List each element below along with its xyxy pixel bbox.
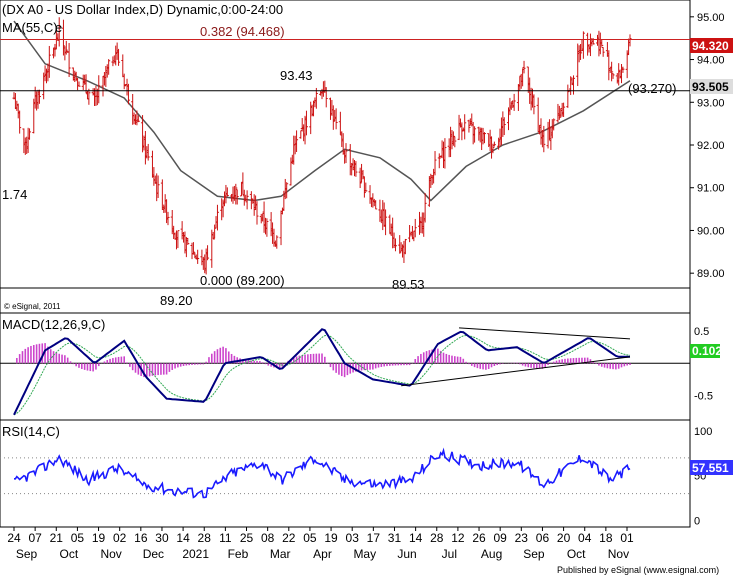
macd-y-tick-label: -0.5	[694, 390, 713, 402]
date-tick-label: 19	[92, 531, 106, 545]
month-label: Jun	[397, 547, 416, 561]
macd-layer	[0, 327, 690, 416]
last-price-value: 94.320	[692, 39, 729, 53]
macd-value-tag: 0.102	[690, 344, 722, 358]
ma-55-layer	[13, 20, 631, 202]
month-label: Oct	[60, 547, 79, 561]
date-tick-label: 14	[409, 531, 423, 545]
date-tick-label: 06	[536, 531, 550, 545]
price-y-tick-label: 93.00	[697, 97, 725, 109]
date-tick-label: 05	[71, 531, 85, 545]
price-y-tick-label: 90.00	[697, 225, 725, 237]
price-y-tick-label: 94.00	[697, 55, 725, 67]
ma-value: 93.505	[692, 80, 729, 94]
month-label: Jul	[442, 547, 457, 561]
macd-y-axis: 0.5 -0.5	[694, 326, 713, 402]
ma-value-tag: 93.505	[690, 79, 733, 94]
date-x-axis: 24 07 21 05 19 02 16 30 14 28 11 25 08 22 05 19 03 17 31 14…	[7, 527, 634, 561]
month-label: Sep	[16, 547, 38, 561]
date-tick-label: 04	[578, 531, 592, 545]
date-tick-label: 03	[346, 531, 360, 545]
date-tick-label: 26	[472, 531, 486, 545]
last-price-tag: 94.320	[690, 38, 733, 53]
rsi-layer	[0, 447, 690, 499]
low-label-1: 89.20	[160, 293, 193, 308]
ma-legend: MA(55,C)	[2, 20, 58, 35]
date-tick-label: 11	[219, 531, 232, 545]
month-label: 2021	[182, 547, 209, 561]
month-label: Apr	[313, 547, 332, 561]
rsi-value: 57.551	[692, 461, 729, 475]
date-tick-label: 22	[282, 531, 296, 545]
date-tick-label: 17	[367, 531, 381, 545]
date-tick-label: 12	[451, 531, 465, 545]
date-tick-label: 09	[493, 531, 507, 545]
month-label: Aug	[481, 547, 502, 561]
macd-lower-trendline	[401, 356, 631, 387]
macd-upper-trendline	[459, 327, 631, 340]
rsi-panel	[0, 419, 691, 528]
date-tick-label: 07	[28, 531, 42, 545]
rsi-title: RSI(14,C)	[2, 424, 60, 439]
chart-title: (DX A0 - US Dollar Index,D) Dynamic,0:00…	[2, 2, 283, 17]
date-tick-label: 01	[620, 531, 634, 545]
date-tick-label: 18	[599, 531, 613, 545]
date-tick-label: 31	[388, 531, 402, 545]
macd-value: 0.102	[692, 344, 722, 358]
price-bars-layer	[12, 17, 632, 275]
peak-label: 93.43	[280, 68, 313, 83]
date-tick-label: 08	[261, 531, 275, 545]
ma-55-line	[13, 20, 631, 202]
price-y-tick-label: 91.00	[697, 183, 725, 195]
rsi-value-tag: 57.551	[690, 460, 733, 475]
levels-layer	[0, 39, 690, 92]
month-label: May	[353, 547, 376, 561]
month-label: Oct	[567, 547, 586, 561]
month-label: Sep	[523, 547, 545, 561]
macd-title: MACD(12,26,9,C)	[2, 317, 105, 332]
month-label: Nov	[608, 547, 629, 561]
copyright-text: © eSignal, 2011	[4, 302, 61, 311]
price-y-tick-label: 95.00	[697, 12, 725, 24]
month-label: Mar	[270, 547, 291, 561]
ma-legend-suffix: e	[55, 20, 62, 35]
month-label: Dec	[143, 547, 164, 561]
rsi-y-tick-label: 100	[694, 426, 712, 438]
left-edge-label: 1.74	[2, 187, 27, 202]
date-tick-label: 28	[198, 531, 212, 545]
price-y-axis: 95.00 94.00 93.00 92.00 91.00 90.00 89.00	[690, 12, 725, 280]
date-tick-label: 16	[134, 531, 148, 545]
price-y-tick-label: 92.00	[697, 140, 725, 152]
date-tick-label: 25	[240, 531, 254, 545]
published-footer: Published by eSignal (www.esignal.com)	[557, 565, 719, 575]
month-label: Nov	[100, 547, 121, 561]
date-tick-label: 23	[515, 531, 529, 545]
fib-382-label: 0.382 (94.468)	[200, 24, 285, 39]
macd-line	[13, 328, 630, 416]
month-label: Feb	[228, 547, 249, 561]
date-tick-label: 02	[113, 531, 127, 545]
date-tick-label: 14	[176, 531, 190, 545]
macd-y-tick-label: 0.5	[694, 326, 709, 338]
date-tick-label: 20	[557, 531, 571, 545]
low-label-2: 89.53	[392, 277, 425, 292]
rsi-y-tick-label: 0	[694, 516, 700, 528]
macd-signal-line	[13, 334, 631, 416]
price-y-tick-label: 89.00	[697, 268, 725, 280]
fib-000-label: 0.000 (89.200)	[200, 273, 285, 288]
date-tick-label: 28	[430, 531, 444, 545]
date-tick-label: 21	[50, 531, 64, 545]
rsi-line	[14, 447, 631, 499]
date-tick-label: 05	[303, 531, 317, 545]
date-tick-label: 19	[324, 531, 338, 545]
date-tick-label: 24	[7, 531, 21, 545]
support-label: (93.270)	[628, 81, 676, 96]
date-tick-label: 30	[155, 531, 169, 545]
